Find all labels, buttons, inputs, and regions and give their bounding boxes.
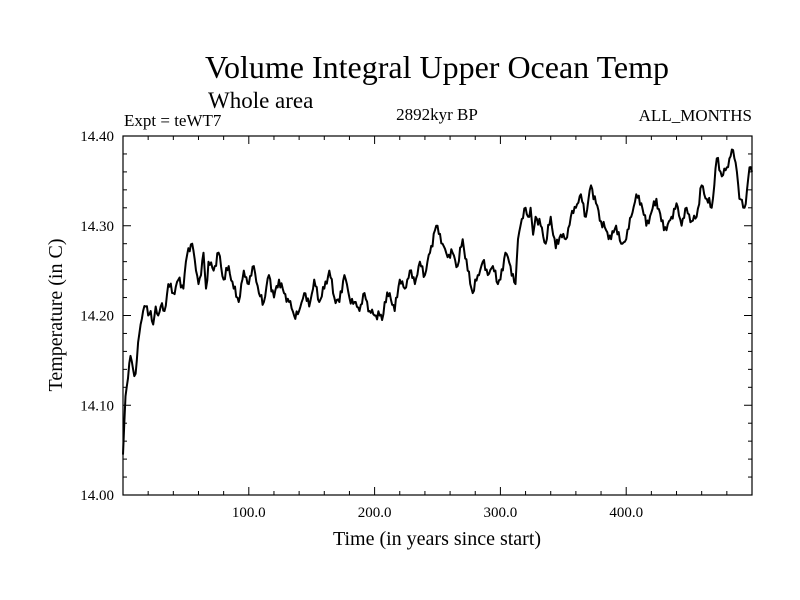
x-axis-label: Time (in years since start) — [333, 528, 541, 550]
y-tick-label: 14.10 — [80, 398, 114, 414]
temperature-series-line — [122, 148, 753, 455]
chart-title: Volume Integral Upper Ocean Temp — [205, 49, 669, 85]
tick-marks — [122, 135, 753, 496]
tick-labels: 14.00 14.10 14.20 14.30 14.40 100.0 200.0 300.0… — [80, 129, 643, 521]
chart-subtitle: Whole area — [208, 88, 313, 113]
y-axis-label: Temperature (in C) — [45, 239, 67, 392]
y-tick-label: 14.40 — [80, 129, 114, 145]
experiment-label: Expt = teWT7 — [124, 111, 222, 130]
months-label: ALL_MONTHS — [639, 106, 752, 125]
x-tick-label: 200.0 — [358, 505, 392, 521]
x-tick-label: 400.0 — [609, 505, 643, 521]
x-tick-label: 100.0 — [232, 505, 266, 521]
x-tick-label: 300.0 — [484, 505, 518, 521]
y-tick-label: 14.30 — [80, 219, 114, 235]
period-label: 2892kyr BP — [396, 105, 478, 124]
y-tick-label: 14.00 — [80, 488, 114, 504]
plot-frame — [122, 135, 753, 496]
y-tick-label: 14.20 — [80, 309, 114, 325]
